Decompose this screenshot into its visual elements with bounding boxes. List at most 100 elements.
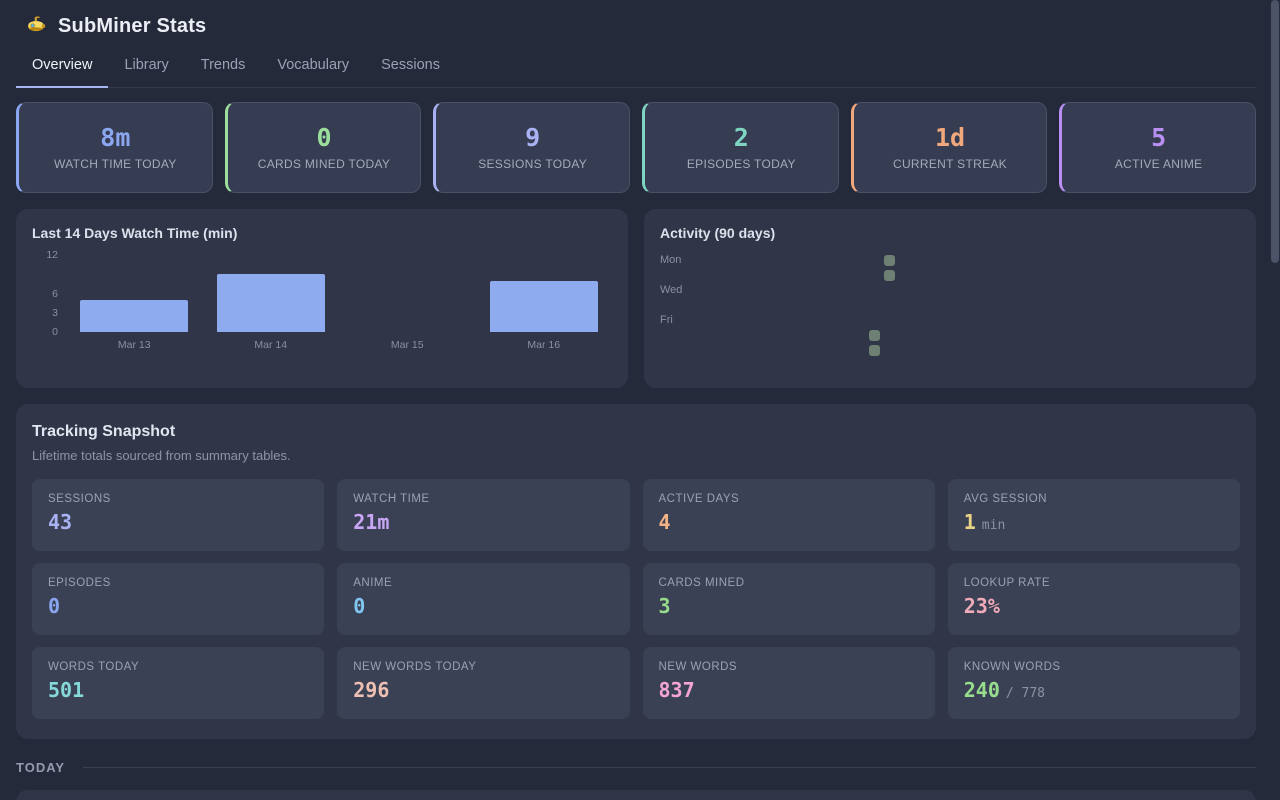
snapshot-card-value: 0: [48, 596, 308, 616]
day-label-wed: Wed: [660, 284, 683, 296]
snapshot-card-label: WATCH TIME: [353, 493, 430, 505]
stat-label: CARDS MINED TODAY: [257, 156, 391, 171]
x-label: Mar 14: [254, 339, 288, 351]
heatmap-cell: [794, 345, 805, 356]
snapshot-card-value: 0: [353, 596, 613, 616]
heatmap-cell: [764, 315, 775, 326]
x-label: Mar 15: [390, 339, 424, 351]
snapshot-card-value: 240 / 778: [964, 680, 1224, 700]
snapshot-card-words-today: WORDS TODAY 501: [32, 647, 325, 719]
heatmap-cell: [884, 330, 895, 341]
stat-card-watch-time-today: 8m WATCH TIME TODAY: [16, 102, 213, 193]
x-label: Mar 16: [527, 339, 561, 351]
tab-overview[interactable]: Overview: [16, 57, 109, 88]
heatmap-cell: [839, 345, 850, 356]
heatmap-cell: [749, 315, 760, 326]
scrollbar-thumb[interactable]: [1271, 0, 1279, 263]
snapshot-card-value: 501: [48, 680, 308, 700]
stat-value: 1d: [934, 122, 966, 152]
heatmap-cell: [764, 285, 775, 296]
heatmap-cell: [719, 300, 730, 311]
heatmap-cell: [764, 300, 775, 311]
heatmap-cell: [854, 345, 865, 356]
tab-library[interactable]: Library: [124, 57, 169, 73]
today-panel: [16, 790, 1256, 800]
heatmap-cell: [899, 270, 910, 281]
heatmap-cell: [779, 270, 790, 281]
heatmap-cell: [809, 270, 820, 281]
heatmap-cell: [884, 285, 895, 296]
heatmap-cell: [899, 315, 910, 326]
stat-value: 0: [316, 122, 332, 152]
y-tick-3: 3: [52, 306, 58, 319]
heatmap-cell: [779, 255, 790, 266]
tracking-snapshot-panel: Tracking Snapshot Lifetime totals source…: [16, 404, 1256, 739]
heatmap-cell: [869, 255, 880, 266]
heatmap-cell: [734, 270, 745, 281]
heatmap-cell: [794, 315, 805, 326]
heatmap-cell: [779, 330, 790, 341]
snapshot-card-new-words: NEW WORDS 837: [642, 647, 935, 719]
scrollbar-track[interactable]: [1270, 0, 1280, 800]
heatmap-cell: [794, 255, 805, 266]
heatmap-cell: [869, 345, 880, 356]
bar-mar-16: [489, 280, 598, 332]
heatmap-cell: [764, 345, 775, 356]
heatmap-cell: [734, 315, 745, 326]
heatmap-cell: [764, 330, 775, 341]
stat-card-episodes-today: 2 EPISODES TODAY: [642, 102, 839, 193]
heatmap-cell: [794, 285, 805, 296]
bar-mar-14: [216, 274, 325, 332]
heatmap-cell: [884, 270, 895, 281]
snapshot-card-value: 296: [353, 680, 613, 700]
snapshot-card-sessions: SESSIONS 43: [32, 479, 325, 551]
day-label-fri: Fri: [660, 314, 673, 326]
tab-trends[interactable]: Trends: [200, 57, 246, 73]
heatmap-cell: [794, 330, 805, 341]
heatmap-cell: [869, 300, 880, 311]
heatmap-cell: [749, 345, 760, 356]
y-tick-12: 12: [46, 249, 58, 261]
snapshot-card-value: 43: [48, 512, 308, 532]
stat-card-active-anime: 5 ACTIVE ANIME: [1059, 102, 1256, 193]
heatmap-cell: [719, 330, 730, 341]
snapshot-value-number: 837: [658, 678, 695, 702]
heatmap-cell: [764, 270, 775, 281]
stat-value: 9: [525, 122, 541, 152]
snapshot-card-value: 1 min: [964, 512, 1224, 532]
tab-sessions[interactable]: Sessions: [381, 57, 440, 73]
heatmap-cell: [839, 285, 850, 296]
heatmap-cell: [794, 270, 805, 281]
snapshot-title: Tracking Snapshot: [32, 423, 176, 440]
tab-vocabulary[interactable]: Vocabulary: [277, 57, 350, 73]
snapshot-card-known-words: KNOWN WORDS 240 / 778: [947, 647, 1240, 719]
snapshot-card-label: WORDS TODAY: [48, 661, 140, 673]
heatmap-cell: [869, 330, 880, 341]
heatmap-cell: [749, 330, 760, 341]
snapshot-value-number: 501: [48, 678, 85, 702]
heatmap-cell: [809, 330, 820, 341]
heatmap-cell: [779, 300, 790, 311]
heatmap-cell: [899, 285, 910, 296]
stat-value: 2: [733, 122, 749, 152]
heatmap-cell: [719, 255, 730, 266]
heatmap-cell: [869, 315, 880, 326]
snapshot-card-value: 21m: [353, 512, 613, 532]
tabbar: Overview Library Trends Vocabulary Sessions: [16, 57, 1256, 88]
submarine-icon: [26, 14, 46, 39]
snapshot-card-label: AVG SESSION: [963, 493, 1048, 505]
heatmap-cell: [854, 255, 865, 266]
heatmap-cell: [734, 300, 745, 311]
chart-title: Last 14 Days Watch Time (min): [32, 225, 238, 241]
bar-slot: [66, 255, 203, 332]
heatmap-cell: [719, 285, 730, 296]
chart-x-axis: Mar 13 Mar 14 Mar 15 Mar 16: [66, 339, 612, 351]
heatmap-cell: [899, 300, 910, 311]
heatmap-cell: [824, 285, 835, 296]
heatmap-cell: [839, 300, 850, 311]
snapshot-card-avg-session: AVG SESSION 1 min: [947, 479, 1240, 551]
heatmap-cell: [809, 285, 820, 296]
snapshot-value-number: 1: [963, 510, 976, 534]
heatmap-cell: [899, 330, 910, 341]
watch-time-chart-panel: Last 14 Days Watch Time (min) 0 3 6 12 Mar …: [16, 209, 628, 388]
